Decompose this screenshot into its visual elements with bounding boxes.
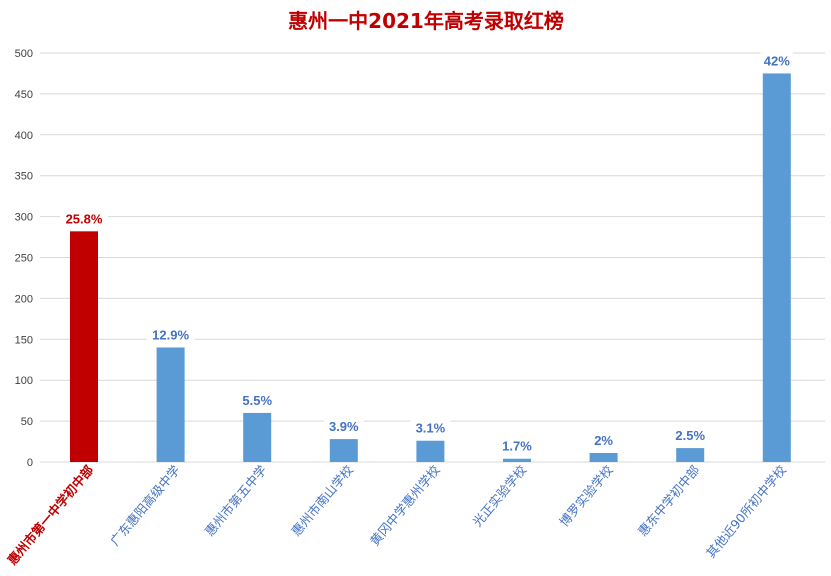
bar xyxy=(329,439,358,462)
data-label: 3.9% xyxy=(329,419,359,434)
bar xyxy=(503,458,531,462)
x-tick-label: 黄冈中学惠州学校 xyxy=(367,462,443,549)
data-label-background xyxy=(323,418,364,435)
x-tick-label: 光正实验学校 xyxy=(470,462,530,529)
bars xyxy=(70,73,791,462)
x-axis-ticks: 惠州市第一中学初中部 广东惠阳高级中学 惠州市第五中学 惠州市南山学校 黄冈中学惠州学校… xyxy=(4,462,789,568)
data-label-background xyxy=(591,432,616,449)
x-tick-label: 惠州市南山学校 xyxy=(288,462,356,539)
y-tick-label: 500 xyxy=(15,48,33,60)
x-tick-label: 博罗实验学校 xyxy=(556,462,616,529)
data-label: 1.7% xyxy=(502,439,532,454)
bar xyxy=(156,347,185,462)
y-tick-label: 200 xyxy=(15,293,33,305)
x-tick-label: 惠州市第五中学 xyxy=(202,462,270,539)
y-tick-label: 350 xyxy=(15,171,33,183)
bar xyxy=(762,73,791,462)
bar xyxy=(589,453,618,462)
data-label: 5.5% xyxy=(242,393,272,408)
bar xyxy=(676,448,705,462)
data-label-background xyxy=(410,419,451,436)
data-label-background xyxy=(60,210,108,227)
bar xyxy=(243,412,272,462)
bar xyxy=(70,231,98,462)
x-tick-label: 惠东中学初中部 xyxy=(635,462,703,539)
data-label-background xyxy=(670,427,711,444)
y-tick-label: 450 xyxy=(15,89,33,101)
y-tick-label: 300 xyxy=(15,212,33,224)
data-label: 2.5% xyxy=(675,428,705,443)
data-label: 3.1% xyxy=(416,421,446,436)
y-tick-label: 150 xyxy=(15,334,33,346)
data-label: 12.9% xyxy=(152,327,189,342)
data-label: 2% xyxy=(594,433,613,448)
data-labels: 25.8% 12.9% 5.5% 3.9% 3.1% 1.7% 2% 2.5% 42% xyxy=(60,52,793,454)
y-tick-label: 50 xyxy=(21,416,33,428)
data-label: 42% xyxy=(764,53,790,68)
bar xyxy=(416,440,445,462)
data-label-background xyxy=(760,52,793,69)
chart-title: 惠州一中2021年高考录取红榜 xyxy=(288,9,564,33)
y-tick-label: 250 xyxy=(15,253,33,265)
data-label-background xyxy=(237,391,278,408)
x-tick-label: 惠州市第一中学初中部 xyxy=(4,462,96,568)
y-tick-label: 100 xyxy=(15,375,33,387)
y-tick-label: 0 xyxy=(27,457,33,469)
x-tick-label: 广东惠阳高级中学 xyxy=(107,462,183,548)
y-axis-ticks: 0 50 100 150 200 250 300 350 400 450 500 xyxy=(15,48,33,469)
x-tick-label: 其他近90所初中学校 xyxy=(703,462,789,561)
y-tick-label: 400 xyxy=(15,130,33,142)
data-label-background xyxy=(146,326,195,343)
data-label: 25.8% xyxy=(66,211,103,226)
data-label-background xyxy=(497,437,537,454)
